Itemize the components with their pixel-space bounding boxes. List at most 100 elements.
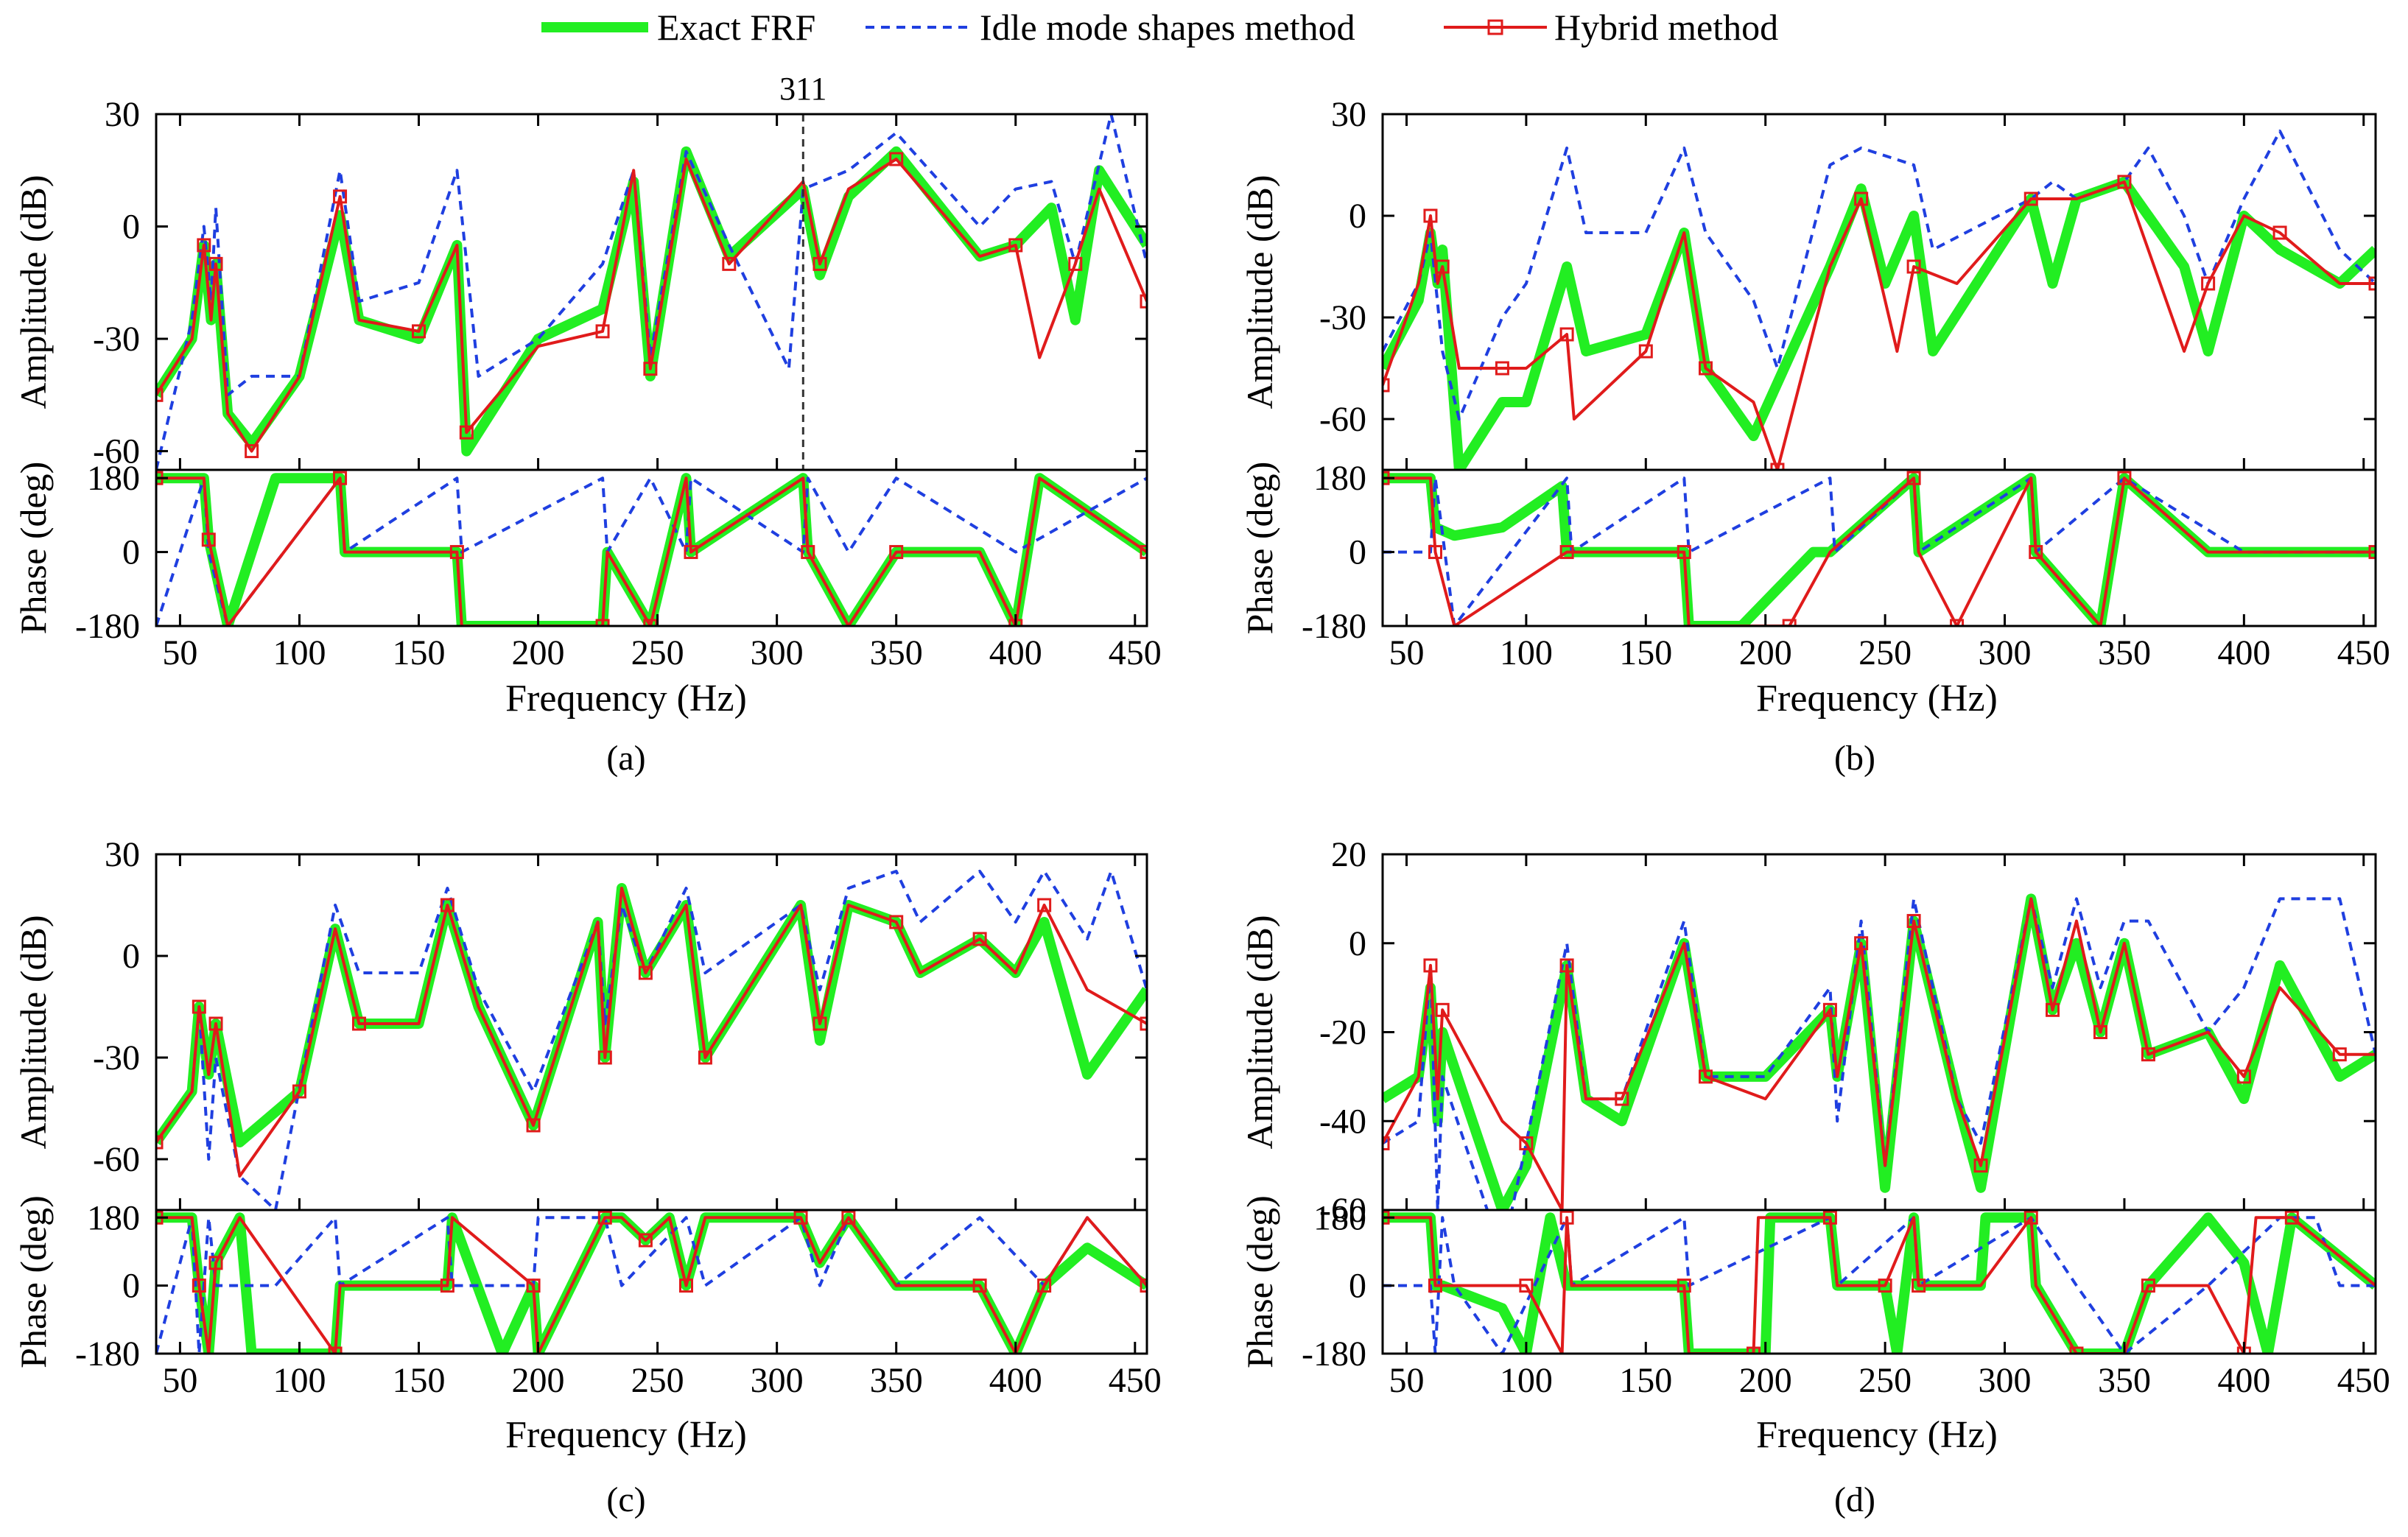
phase-hybrid-series-marker: [1950, 619, 1965, 626]
phase-hybrid-series-marker: [1677, 1279, 1691, 1293]
phase-hybrid-series-marker: [449, 545, 464, 560]
amp-hybrid-series-marker: [2023, 191, 2038, 206]
amp-hybrid-series-marker: [1495, 361, 1509, 376]
phase-ytick-label: 0: [122, 533, 140, 572]
amp-hybrid-series-marker: [972, 932, 987, 946]
amp-hybrid-series-marker: [1519, 1136, 1534, 1150]
amp-hybrid-series-marker: [1615, 1091, 1629, 1106]
phase-hybrid-series-marker: [684, 545, 698, 560]
phase-hybrid-series-marker: [1677, 545, 1691, 560]
legend-label-1: Idle mode shapes method: [980, 7, 1355, 48]
amp-exact-series-line: [156, 883, 1147, 1147]
phase-hybrid-series-marker: [1519, 1279, 1534, 1293]
amp-hybrid-series-marker: [156, 1135, 164, 1150]
xtick-label: 400: [2217, 633, 2270, 672]
amp-ytick-label: -30: [93, 1038, 140, 1077]
amp-hybrid-series-marker: [812, 256, 827, 271]
phase-hybrid-series-marker: [1912, 1279, 1926, 1293]
phase-hybrid-series-line: [1383, 476, 2376, 626]
panel-caption: (d): [1834, 1480, 1875, 1519]
amp-hybrid-series-marker: [597, 1050, 612, 1065]
phase-hybrid-series-marker: [801, 545, 815, 560]
phase-hybrid-series-marker: [2029, 545, 2043, 560]
amp-hybrid-series-marker: [1854, 936, 1869, 951]
amp-ytick-label: -60: [93, 1140, 140, 1179]
amp-hybrid-series-marker: [1435, 259, 1450, 274]
phase-hybrid-series-marker: [2069, 1346, 2084, 1354]
amp-ytick-label: 0: [122, 937, 140, 976]
phase-ytick-label: -180: [1302, 1334, 1366, 1374]
amp-hybrid-series-marker: [2093, 1025, 2107, 1039]
xtick-label: 250: [631, 1361, 684, 1400]
xtick-label: 400: [989, 1361, 1042, 1400]
xtick-label: 450: [2337, 1361, 2390, 1400]
phase-ytick-label: 180: [1313, 459, 1366, 498]
amp-hybrid-series-marker: [526, 1118, 541, 1133]
amp-hybrid-series-marker: [643, 362, 658, 376]
phase-ytick-label: 180: [1313, 1198, 1366, 1237]
xtick-label: 50: [162, 1361, 197, 1400]
amp-hybrid-series-marker: [1638, 344, 1653, 359]
amp-hybrid-series-marker: [1423, 208, 1438, 223]
amp-hybrid-series-marker: [245, 444, 259, 459]
xtick-label: 350: [870, 633, 923, 672]
phase-hybrid-series-marker: [972, 1279, 987, 1293]
amp-ytick-label: 0: [122, 208, 140, 247]
amp-ytick-label: -60: [1319, 1191, 1366, 1230]
amp-ytick-label: -40: [1319, 1102, 1366, 1141]
xtick-label: 250: [631, 633, 684, 672]
panel-caption: (a): [606, 739, 645, 778]
amp-hybrid-series-marker: [1906, 914, 1921, 929]
xtick-label: 300: [751, 633, 804, 672]
amp-hybrid-series-marker: [812, 1016, 827, 1031]
amp-hybrid-series-marker: [889, 915, 904, 929]
xtick-label: 300: [1979, 633, 2032, 672]
xtick-label: 300: [1979, 1361, 2032, 1400]
phase-axis-label: Phase (deg): [1239, 462, 1280, 635]
amplitude-axis-label: Amplitude (dB): [1239, 175, 1280, 409]
phase-hybrid-series-marker: [1037, 1279, 1052, 1293]
panel-caption: (c): [606, 1480, 645, 1519]
amp-idle-series-line: [1383, 897, 2376, 1210]
phase-hybrid-series-line: [156, 476, 1147, 626]
amp-hybrid-series-marker: [1068, 256, 1083, 271]
phase-idle-series-line: [1383, 476, 2376, 626]
phase-ytick-label: 0: [1349, 1267, 1366, 1306]
xtick-label: 250: [1858, 633, 1912, 672]
xtick-label: 100: [273, 1361, 326, 1400]
amp-hybrid-series-line: [1383, 180, 2376, 470]
xtick-label: 400: [2217, 1361, 2270, 1400]
amp-ytick-label: 0: [1349, 924, 1366, 963]
phase-ytick-label: 0: [1349, 533, 1366, 572]
xtick-label: 350: [2098, 633, 2151, 672]
amp-exact-series-line: [1383, 177, 2376, 470]
phase-hybrid-series-line: [156, 1216, 1147, 1354]
phase-axis-label: Phase (deg): [13, 462, 54, 635]
annotation-label: 311: [779, 71, 826, 107]
amp-hybrid-series-marker: [333, 189, 348, 204]
phase-hybrid-series-marker: [597, 1210, 612, 1225]
phase-hybrid-series-marker: [333, 471, 348, 485]
x-axis-label: Frequency (Hz): [1756, 1414, 1998, 1456]
amplitude-axes-frame: [155, 113, 1148, 471]
amp-hybrid-series-marker: [1699, 1069, 1713, 1084]
xtick-label: 50: [1389, 633, 1424, 672]
xtick-label: 200: [512, 633, 565, 672]
amp-hybrid-series-marker: [2236, 1069, 2251, 1084]
amp-idle-series-line: [156, 870, 1147, 1210]
x-axis-label: Frequency (Hz): [505, 678, 747, 720]
phase-hybrid-series-marker: [2117, 471, 2132, 485]
phase-ytick-label: 180: [87, 1198, 140, 1237]
amp-hybrid-series-marker: [156, 387, 164, 402]
phase-axes-frame: [155, 1209, 1148, 1355]
phase-hybrid-series-marker: [2368, 545, 2376, 560]
xtick-label: 450: [2337, 633, 2390, 672]
xtick-label: 200: [1739, 1361, 1792, 1400]
xtick-label: 350: [870, 1361, 923, 1400]
amp-hybrid-series-marker: [698, 1050, 712, 1065]
amp-hybrid-series-marker: [1383, 1136, 1390, 1150]
